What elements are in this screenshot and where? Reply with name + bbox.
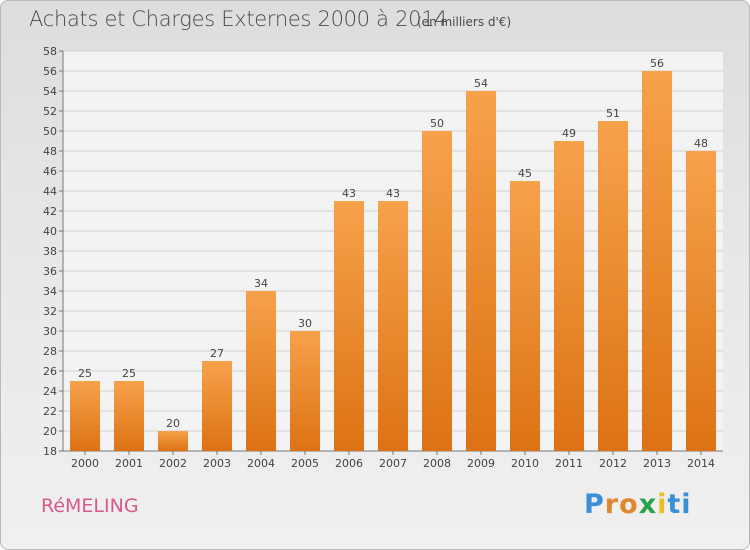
data-label-2008: 50 — [430, 117, 444, 130]
x-tick-label-2004: 2004 — [247, 457, 275, 470]
data-label-2007: 43 — [386, 187, 400, 200]
y-tick-label: 46 — [43, 165, 57, 178]
bar-2007 — [378, 201, 408, 451]
y-tick-label: 36 — [43, 265, 57, 278]
data-label-2014: 48 — [694, 137, 708, 150]
logo-letter: o — [619, 489, 639, 520]
x-tick-label-2009: 2009 — [467, 457, 495, 470]
y-tick-label: 22 — [43, 405, 57, 418]
data-label-2013: 56 — [650, 57, 664, 70]
x-tick-label-2001: 2001 — [115, 457, 143, 470]
bar-2003 — [202, 361, 232, 451]
y-tick-label: 18 — [43, 445, 57, 458]
y-tick-label: 34 — [43, 285, 57, 298]
y-tick-label: 28 — [43, 345, 57, 358]
data-label-2005: 30 — [298, 317, 312, 330]
y-tick-label: 58 — [43, 45, 57, 58]
y-tick-label: 50 — [43, 125, 57, 138]
x-tick-label-2013: 2013 — [643, 457, 671, 470]
bar-2005 — [290, 331, 320, 451]
y-tick-label: 52 — [43, 105, 57, 118]
logo-letter: x — [638, 489, 658, 520]
x-tick-label-2011: 2011 — [555, 457, 583, 470]
y-tick-label: 56 — [43, 65, 57, 78]
y-tick-label: 26 — [43, 365, 57, 378]
x-tick-label-2014: 2014 — [687, 457, 715, 470]
data-label-2006: 43 — [342, 187, 356, 200]
x-tick-label-2012: 2012 — [599, 457, 627, 470]
y-tick-label: 48 — [43, 145, 57, 158]
y-tick-label: 54 — [43, 85, 57, 98]
bar-2008 — [422, 131, 452, 451]
logo-letter: i — [681, 489, 692, 520]
data-label-2004: 34 — [254, 277, 268, 290]
y-tick-label: 38 — [43, 245, 57, 258]
logo-letter: P — [584, 489, 605, 520]
chart-subtitle: (en milliers d'€) — [417, 15, 512, 29]
logo-letter: t — [667, 489, 682, 520]
x-tick-label-2007: 2007 — [379, 457, 407, 470]
x-tick-label-2006: 2006 — [335, 457, 363, 470]
bar-2000 — [70, 381, 100, 451]
bar-2010 — [510, 181, 540, 451]
data-label-2009: 54 — [474, 77, 488, 90]
bar-2014 — [686, 151, 716, 451]
x-tick-label-2002: 2002 — [159, 457, 187, 470]
commune-name: RéMELING — [41, 495, 139, 517]
bar-2006 — [334, 201, 364, 451]
logo-letter: i — [657, 489, 668, 520]
data-label-2001: 25 — [122, 367, 136, 380]
bar-2002 — [158, 431, 188, 451]
y-tick-label: 20 — [43, 425, 57, 438]
bar-2004 — [246, 291, 276, 451]
data-label-2000: 25 — [78, 367, 92, 380]
data-label-2012: 51 — [606, 107, 620, 120]
logo-letter: r — [604, 489, 620, 520]
bar-2013 — [642, 71, 672, 451]
y-tick-label: 32 — [43, 305, 57, 318]
x-tick-label-2000: 2000 — [71, 457, 99, 470]
bar-2012 — [598, 121, 628, 451]
data-label-2011: 49 — [562, 127, 576, 140]
y-tick-label: 44 — [43, 185, 57, 198]
data-label-2010: 45 — [518, 167, 532, 180]
bar-2009 — [466, 91, 496, 451]
x-tick-label-2008: 2008 — [423, 457, 451, 470]
y-tick-label: 24 — [43, 385, 57, 398]
proxiti-logo: Proxiti — [584, 489, 692, 520]
x-tick-label-2010: 2010 — [511, 457, 539, 470]
y-tick-label: 30 — [43, 325, 57, 338]
y-tick-label: 40 — [43, 225, 57, 238]
x-tick-label-2005: 2005 — [291, 457, 319, 470]
chart-title: Achats et Charges Externes 2000 à 2014 — [29, 7, 448, 31]
bar-2011 — [554, 141, 584, 451]
y-tick-label: 42 — [43, 205, 57, 218]
data-label-2003: 27 — [210, 347, 224, 360]
x-tick-label-2003: 2003 — [203, 457, 231, 470]
bar-2001 — [114, 381, 144, 451]
data-label-2002: 20 — [166, 417, 180, 430]
